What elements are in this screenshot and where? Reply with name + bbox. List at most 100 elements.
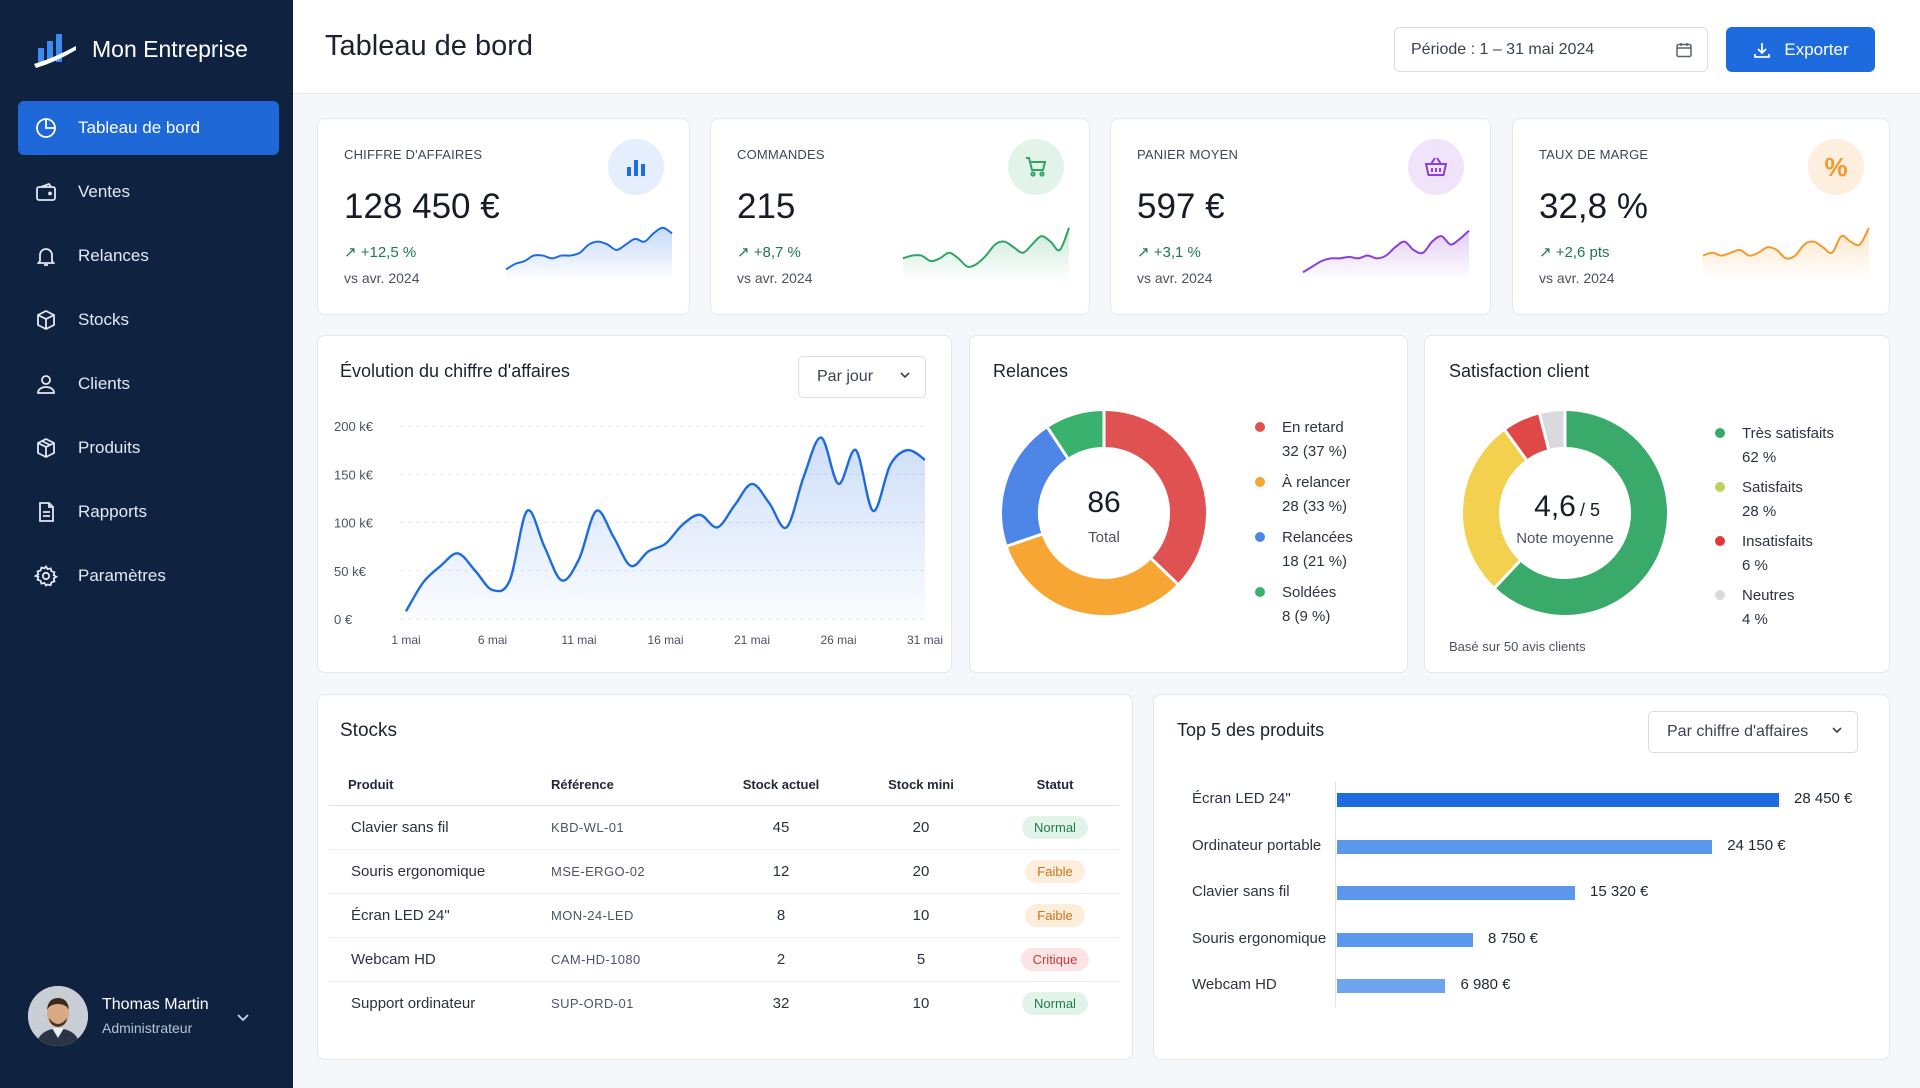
brand[interactable]: Mon Entreprise bbox=[32, 24, 248, 74]
donut-slice bbox=[1103, 411, 1206, 584]
user-role: Administrateur bbox=[102, 1020, 193, 1036]
y-tick-label: 0 € bbox=[334, 612, 353, 627]
donut-slice bbox=[1463, 430, 1527, 588]
kpi-card-panier-moyen: PANIER MOYEN 597 € ↗ +3,1 % vs avr. 2024 bbox=[1110, 118, 1491, 315]
legend-dot bbox=[1715, 482, 1725, 492]
status-cell: Faible bbox=[991, 849, 1119, 894]
bar[interactable] bbox=[1337, 932, 1473, 947]
legend-label: Insatisfaits bbox=[1742, 533, 1813, 550]
table-row[interactable]: Support ordinateur SUP-ORD-01 32 10 Norm… bbox=[329, 981, 1119, 1025]
legend-value: 32 (37 %) bbox=[1282, 443, 1347, 460]
bar-value-label: 6 980 € bbox=[1460, 976, 1511, 993]
x-tick-label: 26 mai bbox=[820, 633, 856, 647]
legend-dot bbox=[1255, 532, 1265, 542]
sidebar-item-clients[interactable]: Clients bbox=[18, 357, 279, 411]
granularity-select[interactable]: Par jour bbox=[798, 356, 926, 398]
bar[interactable] bbox=[1337, 979, 1446, 993]
table-row[interactable]: Écran LED 24" MON-24-LED 8 10 Faible bbox=[329, 893, 1119, 938]
kpi-sparkline bbox=[902, 227, 1070, 281]
kpi-comparison: vs avr. 2024 bbox=[1539, 270, 1615, 286]
kpi-delta: ↗ +2,6 pts bbox=[1539, 244, 1610, 261]
chevron-down-icon[interactable] bbox=[237, 1014, 249, 1022]
legend-value: 28 % bbox=[1742, 503, 1776, 520]
bar-value-label: 15 320 € bbox=[1590, 883, 1649, 900]
x-tick-label: 6 mai bbox=[478, 633, 507, 647]
sparkline-area bbox=[506, 227, 672, 281]
slice-separator bbox=[1006, 532, 1043, 548]
kpi-value: 128 450 € bbox=[344, 187, 500, 226]
legend-label: Neutres bbox=[1742, 587, 1795, 604]
legend-dot bbox=[1715, 428, 1725, 438]
sidebar-item-label: Ventes bbox=[78, 182, 130, 201]
sidebar-item-tableau-de-bord[interactable]: Tableau de bord bbox=[18, 101, 279, 155]
kpi-value: 215 bbox=[737, 187, 796, 226]
sidebar-item-relances[interactable]: Relances bbox=[18, 229, 279, 283]
status-cell: Normal bbox=[991, 805, 1119, 850]
status-badge: Faible bbox=[1025, 903, 1085, 927]
kpi-label: PANIER MOYEN bbox=[1137, 147, 1239, 162]
legend-label: Très satisfaits bbox=[1742, 425, 1834, 442]
sidebar-item-parametres[interactable]: Paramètres bbox=[18, 549, 279, 603]
column-header[interactable]: Stock actuel bbox=[711, 765, 851, 806]
kpi-sparkline bbox=[1302, 229, 1470, 281]
cart-icon bbox=[1008, 139, 1064, 195]
bar[interactable] bbox=[1337, 839, 1713, 854]
user-profile[interactable]: Thomas Martin Administrateur bbox=[28, 986, 249, 1046]
bar-value-label: 28 450 € bbox=[1794, 790, 1853, 807]
kpi-sparkline bbox=[505, 226, 673, 281]
product-cell: Support ordinateur bbox=[351, 994, 476, 1012]
sort-select[interactable]: Par chiffre d'affaires bbox=[1648, 711, 1858, 753]
column-header[interactable]: Statut bbox=[991, 765, 1119, 806]
sidebar-item-ventes[interactable]: Ventes bbox=[18, 165, 279, 219]
chevron-down-icon bbox=[900, 372, 910, 379]
sidebar-item-label: Relances bbox=[78, 246, 149, 265]
export-button[interactable]: Exporter bbox=[1726, 27, 1875, 72]
document-icon bbox=[34, 500, 58, 524]
export-label: Exporter bbox=[1784, 39, 1849, 59]
bar[interactable] bbox=[1337, 886, 1575, 900]
period-picker[interactable]: Période : 1 – 31 mai 2024 bbox=[1394, 27, 1708, 72]
sidebar-item-rapports[interactable]: Rapports bbox=[18, 485, 279, 539]
slice-separator bbox=[1537, 412, 1551, 450]
granularity-value: Par jour bbox=[817, 368, 874, 385]
revenue-chart-card: Évolution du chiffre d'affaires Par jour… bbox=[317, 335, 952, 673]
stock-min-cell: 10 bbox=[851, 893, 991, 938]
card-title: Relances bbox=[993, 361, 1069, 381]
donut-slice bbox=[1539, 411, 1566, 450]
percent-icon: % bbox=[1808, 139, 1864, 195]
column-header[interactable]: Produit bbox=[329, 765, 551, 806]
slice-separator bbox=[1503, 428, 1528, 461]
legend-value: 62 % bbox=[1742, 449, 1776, 466]
bar-category-label: Souris ergonomique bbox=[1192, 929, 1327, 947]
legend-label: Soldées bbox=[1282, 584, 1336, 601]
sidebar-item-label: Stocks bbox=[78, 310, 130, 329]
sparkline-area bbox=[903, 227, 1069, 281]
bar-value-label: 8 750 € bbox=[1487, 929, 1538, 947]
reference-cell: KBD-WL-01 bbox=[551, 805, 711, 850]
legend-dot bbox=[1255, 587, 1265, 597]
sidebar-item-produits[interactable]: Produits bbox=[18, 421, 279, 475]
table-row[interactable]: Clavier sans fil KBD-WL-01 45 20 Normal bbox=[329, 805, 1119, 850]
sidebar-item-stocks[interactable]: Stocks bbox=[18, 293, 279, 347]
table-row[interactable]: Webcam HD CAM-HD-1080 2 5 Critique bbox=[329, 937, 1119, 982]
x-tick-label: 21 mai bbox=[734, 633, 770, 647]
stock-cell: 2 bbox=[711, 937, 851, 982]
status-badge: Normal bbox=[1022, 991, 1088, 1015]
legend-value: 28 (33 %) bbox=[1282, 498, 1347, 515]
relances-card: Relances En retard À relancer Relancées Sol… bbox=[969, 335, 1408, 673]
table-row[interactable]: Souris ergonomique MSE-ERGO-02 12 20 Fai… bbox=[329, 849, 1119, 894]
kpi-comparison: vs avr. 2024 bbox=[737, 270, 813, 286]
sidebar-nav: Tableau de bord Ventes Relances Stocks C… bbox=[18, 101, 279, 613]
relances-donut-chart: En retard À relancer Relancées Soldées 32 (3… bbox=[1002, 410, 1353, 625]
stock-cell: 12 bbox=[711, 849, 851, 894]
legend-label: Satisfaits bbox=[1742, 479, 1803, 496]
bar[interactable] bbox=[1337, 793, 1779, 807]
donut-center-label: Total bbox=[1088, 529, 1120, 546]
column-header[interactable]: Stock mini bbox=[851, 765, 991, 806]
y-tick-label: 50 k€ bbox=[334, 564, 367, 579]
sparkline-line bbox=[1702, 227, 1870, 260]
kpi-delta: ↗ +3,1 % bbox=[1137, 244, 1201, 261]
legend-value: 18 (21 %) bbox=[1282, 553, 1347, 570]
column-header[interactable]: Référence bbox=[551, 765, 711, 806]
donut-slice bbox=[1505, 414, 1550, 460]
